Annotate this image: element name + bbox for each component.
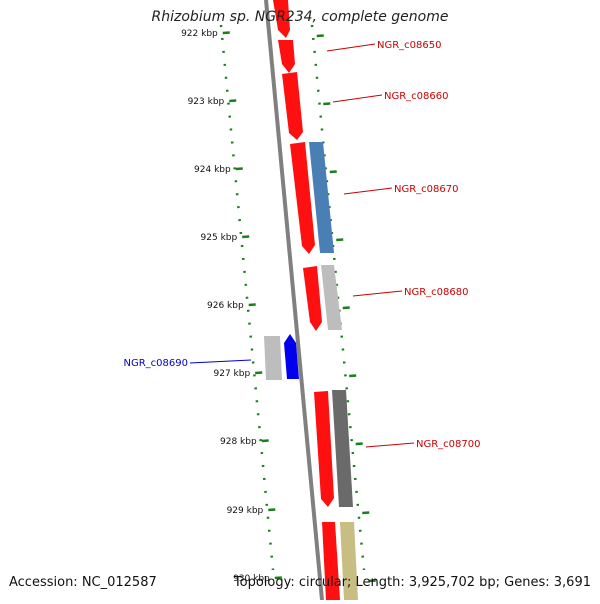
gene-label[interactable]: NGR_c08660 [384,91,449,102]
kbp-label: 926 kbp [207,301,244,311]
gene-label-leader [189,359,252,364]
kbp-tick-mark [274,576,282,580]
kbp-tick-mark-outer [342,306,350,310]
gene-label[interactable]: NGR_c08670 [394,184,459,195]
gene-block-dark-gray[interactable] [332,390,353,507]
kbp-tick-mark [242,235,250,239]
gene-arrow-red[interactable] [278,40,295,73]
gene-label[interactable]: NGR_c08690 [124,358,189,369]
gene-label-leader [332,94,383,103]
kbp-label: 923 kbp [188,97,225,107]
kbp-tick-mark [248,303,256,307]
kbp-tick-mark-outer [316,34,324,38]
kbp-tick-mark-outer [362,511,370,515]
accession-text: Accession: NC_012587 [9,575,157,590]
kbp-tick-mark-outer [329,170,337,174]
gene-block-khaki[interactable] [340,522,358,600]
gene-arrow-red[interactable] [290,142,315,254]
kbp-label: 924 kbp [194,165,231,175]
kbp-tick-mark [229,99,237,103]
gene-arrow-red[interactable] [282,72,303,140]
gene-arrow-red[interactable] [303,266,322,331]
kbp-tick-mark-outer [349,374,357,378]
kbp-label: 930 kbp [233,574,270,584]
gene-block-light-gray[interactable] [321,265,342,330]
gene-label[interactable]: NGR_c08680 [404,287,469,298]
kbp-tick-mark-outer [355,442,363,446]
gene-arrow-red[interactable] [273,0,290,38]
gene-label-leader [352,290,403,297]
kbp-tick-mark-outer [323,102,331,106]
gene-arrow-blue[interactable] [284,334,299,379]
gene-label-layer: NGR_c08650 NGR_c08660 NGR_c08670 NGR_c08680… [124,40,481,450]
topology-text: Topology: circular; Length: 3,925,702 bp… [233,575,591,590]
kbp-tick-mark [268,508,276,512]
kbp-label: 927 kbp [214,369,251,379]
gene-label-leader [343,187,393,195]
gene-label-leader [365,442,415,448]
gene-features [264,0,358,600]
kbp-tick-mark [255,371,263,375]
gene-label-leader [326,43,376,52]
kbp-tick-mark-outer [336,238,344,242]
kbp-label: 922 kbp [181,29,218,39]
gene-label[interactable]: NGR_c08700 [416,439,481,450]
kbp-label: 928 kbp [220,437,257,447]
genome-backbone [264,0,324,601]
gene-arrow-red[interactable] [314,391,334,507]
gene-block-red[interactable] [322,522,340,600]
kbp-ticks: 922 kbp 923 kbp 924 kbp 925 kbp 926 kbp 927 k… [181,29,376,584]
genome-title: Rhizobium sp. NGR234, complete genome [151,9,449,25]
kbp-tick-mark [261,439,269,443]
kbp-label: 925 kbp [201,233,238,243]
kbp-tick-mark [222,31,230,35]
kbp-tick-mark [235,167,243,171]
inner-tick-ring [219,24,275,571]
gene-block-steel-blue[interactable] [309,142,334,253]
kbp-label: 929 kbp [227,506,264,516]
gene-label[interactable]: NGR_c08650 [377,40,442,51]
kbp-tick-mark-outer [368,579,376,583]
gene-block-light-gray[interactable] [264,336,282,380]
